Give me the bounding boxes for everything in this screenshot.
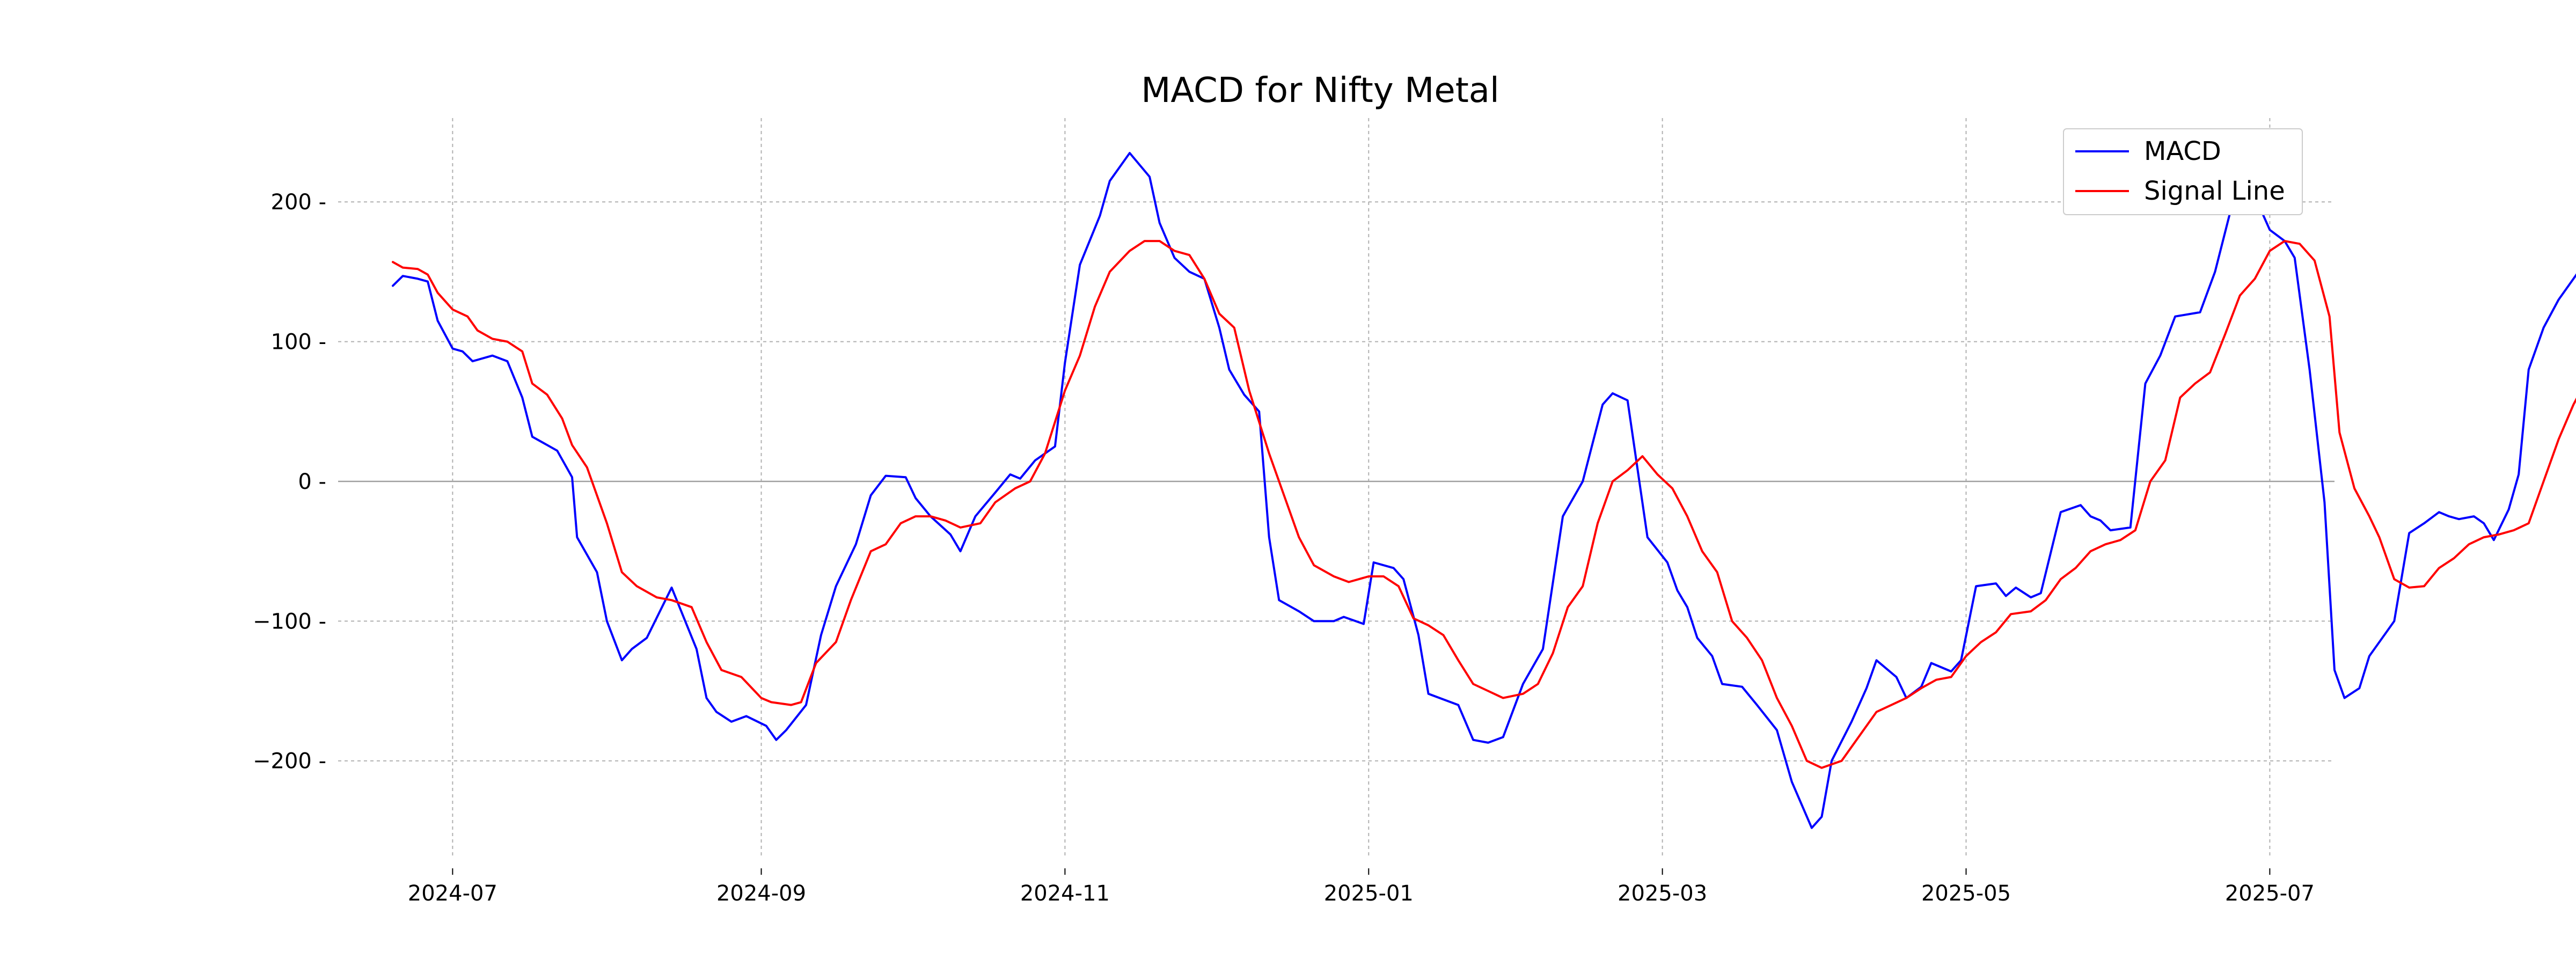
x-tick-label: 2025-07 <box>2225 881 2315 906</box>
x-tick-label: 2025-01 <box>1324 881 1414 906</box>
y-tick-label: 200 - <box>271 190 327 215</box>
y-axis: 200 - 100 - 0 - −100 - −200 - <box>253 190 326 774</box>
legend-label: Signal Line <box>2144 176 2285 206</box>
legend: MACD Signal Line <box>2063 128 2303 215</box>
series-line-signal-line <box>392 240 2576 769</box>
series-line-macd <box>392 152 2576 829</box>
y-tick-label: 100 - <box>271 330 327 355</box>
x-tick-label: 2025-03 <box>1618 881 1707 906</box>
y-tick-label: −200 - <box>253 749 326 774</box>
grid <box>338 118 2334 859</box>
x-tick-label: 2024-11 <box>1020 881 1110 906</box>
chart-title: MACD for Nifty Metal <box>1141 71 1499 111</box>
x-axis: 2024-07 2024-09 2024-11 2025-01 2025-03 2025-… <box>408 868 2315 906</box>
y-tick-label: 0 - <box>298 470 326 494</box>
x-tick-label: 2024-09 <box>716 881 806 906</box>
y-tick-label: −100 - <box>253 609 326 634</box>
legend-label: MACD <box>2144 136 2221 166</box>
x-tick-label: 2024-07 <box>408 881 497 906</box>
series-layer <box>392 152 2576 829</box>
x-tick-label: 2025-05 <box>1921 881 2011 906</box>
